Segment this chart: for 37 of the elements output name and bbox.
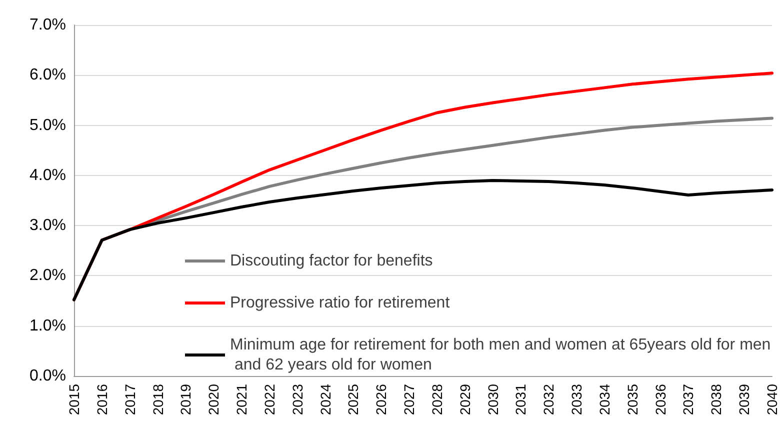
x-tick-label: 2019 <box>178 384 194 416</box>
x-tick-label: 2018 <box>150 384 166 416</box>
legend-label: Discouting factor for benefits <box>230 252 433 270</box>
y-tick-label: 3.0% <box>30 217 66 234</box>
x-tick-label: 2017 <box>122 384 138 416</box>
x-tick-label: 2015 <box>66 384 82 416</box>
y-tick-label: 6.0% <box>30 66 66 84</box>
x-tick-label: 2038 <box>708 384 724 416</box>
y-tick-label: 0.0% <box>30 368 66 384</box>
y-tick-label: 1.0% <box>30 317 66 334</box>
x-tick-label: 2037 <box>680 384 696 416</box>
y-tick-label: 4.0% <box>30 166 66 184</box>
y-tick-label: 7.0% <box>30 16 66 34</box>
x-tick-label: 2023 <box>289 384 306 416</box>
x-tick-label: 2021 <box>234 384 250 416</box>
x-tick-label: 2020 <box>206 384 222 416</box>
legend-label: Minimum age for retirement for both men and women at 65years old for men and 62 years old for women <box>230 336 771 374</box>
x-tick-label: 2016 <box>94 384 110 416</box>
x-tick-label: 2039 <box>736 384 752 416</box>
x-tick-label: 2036 <box>652 384 668 416</box>
x-tick-label: 2030 <box>484 384 501 416</box>
y-tick-label: 5.0% <box>30 116 66 134</box>
x-tick-label: 2028 <box>428 384 445 416</box>
x-tick-label: 2040 <box>764 384 780 416</box>
x-tick-label: 2031 <box>512 384 529 416</box>
x-tick-label: 2026 <box>373 384 390 416</box>
legend-label: Progressive ratio for retirement <box>230 294 450 312</box>
x-tick-label: 2024 <box>317 384 334 416</box>
x-tick-label: 2034 <box>596 384 612 416</box>
y-tick-label: 2.0% <box>30 267 66 284</box>
x-tick-label: 2022 <box>261 384 278 416</box>
x-tick-label: 2027 <box>401 384 418 416</box>
x-tick-label: 2029 <box>456 384 473 416</box>
x-tick-label: 2035 <box>624 384 640 416</box>
x-tick-label: 2032 <box>540 384 557 416</box>
x-tick-label: 2025 <box>345 384 362 416</box>
x-tick-label: 2033 <box>568 384 585 416</box>
